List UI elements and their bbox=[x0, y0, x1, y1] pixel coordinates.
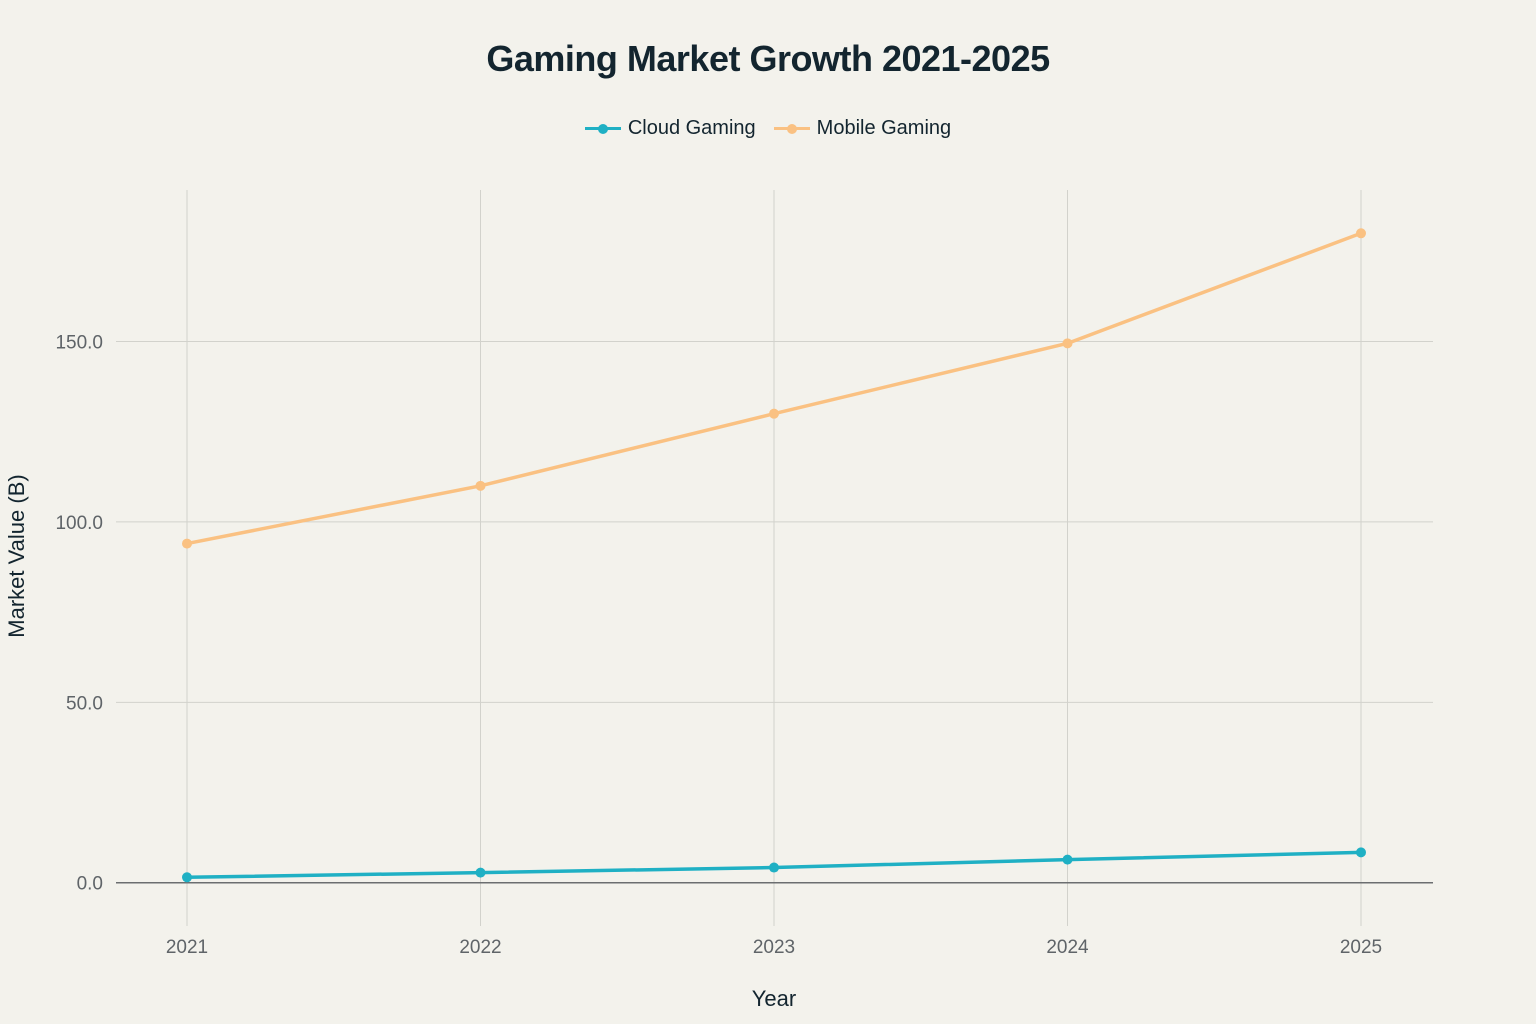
legend-item-cloud-gaming[interactable]: Cloud Gaming bbox=[584, 117, 756, 140]
x-tick-label: 2023 bbox=[753, 937, 795, 958]
series-layer bbox=[182, 228, 1366, 883]
data-point-cloud-gaming[interactable] bbox=[769, 862, 779, 873]
y-tick-label: 100.0 bbox=[55, 513, 103, 534]
x-tick-label: 2025 bbox=[1340, 937, 1382, 958]
data-point-mobile-gaming[interactable] bbox=[769, 408, 779, 419]
y-tick-label: 150.0 bbox=[55, 333, 103, 354]
data-point-mobile-gaming[interactable] bbox=[475, 480, 486, 491]
axes: 2021 2022 2023 2024 2025 0.0 50.0 100.0 150.0 bbox=[55, 333, 1382, 958]
x-axis-title: Year bbox=[752, 986, 796, 1011]
legend: Cloud Gaming Mobile Gaming bbox=[0, 117, 1536, 140]
data-point-cloud-gaming[interactable] bbox=[182, 872, 192, 883]
grid bbox=[116, 190, 1433, 926]
data-point-cloud-gaming[interactable] bbox=[1062, 854, 1073, 865]
data-point-cloud-gaming[interactable] bbox=[1356, 847, 1366, 858]
chart-title: Gaming Market Growth 2021-2025 bbox=[486, 38, 1050, 79]
legend-swatch-cloud-gaming bbox=[584, 123, 621, 134]
y-axis-title: Market Value (B) bbox=[4, 474, 29, 637]
x-tick-label: 2021 bbox=[166, 937, 208, 958]
legend-label-cloud-gaming: Cloud Gaming bbox=[627, 117, 756, 139]
data-point-mobile-gaming[interactable] bbox=[182, 538, 192, 549]
legend-item-mobile-gaming[interactable]: Mobile Gaming bbox=[773, 117, 952, 140]
x-tick-label: 2022 bbox=[459, 937, 501, 958]
x-tick-label: 2024 bbox=[1046, 937, 1089, 958]
data-point-mobile-gaming[interactable] bbox=[1356, 228, 1366, 239]
y-tick-label: 0.0 bbox=[77, 874, 103, 895]
legend-swatch-mobile-gaming bbox=[773, 123, 810, 134]
data-point-mobile-gaming[interactable] bbox=[1062, 338, 1073, 349]
y-tick-label: 50.0 bbox=[66, 693, 103, 714]
legend-label-mobile-gaming: Mobile Gaming bbox=[816, 117, 952, 139]
data-point-cloud-gaming[interactable] bbox=[475, 867, 486, 878]
